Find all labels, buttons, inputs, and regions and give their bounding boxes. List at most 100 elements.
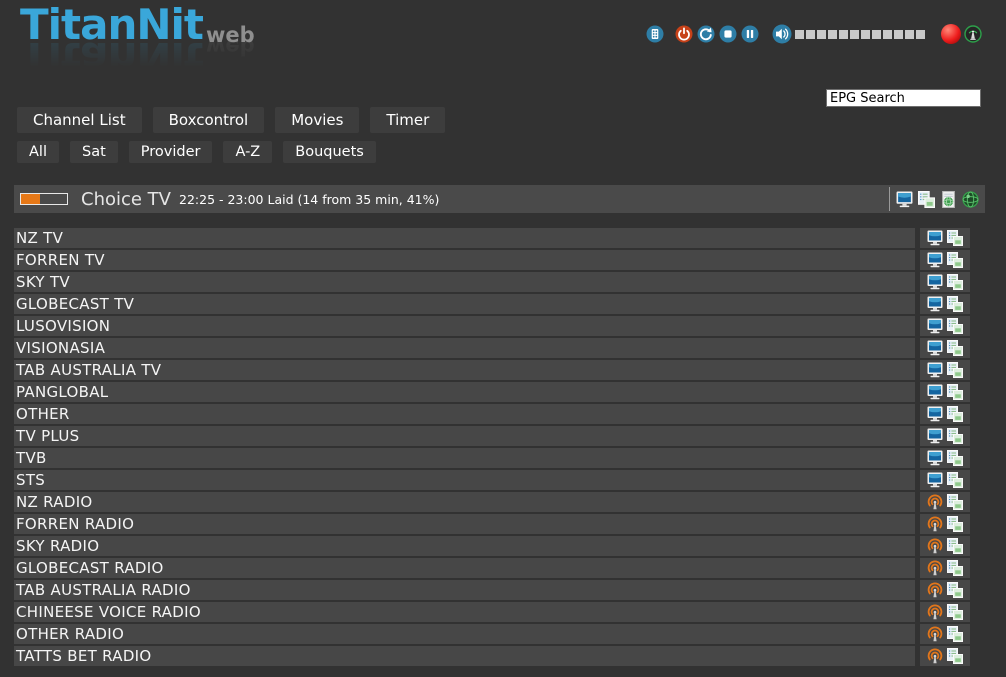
channel-name[interactable]: FORREN TV xyxy=(14,250,915,270)
copy-epg-icon[interactable] xyxy=(947,318,963,334)
channel-row[interactable]: CHINEESE VOICE RADIO xyxy=(14,602,985,622)
radio-broadcast-icon[interactable] xyxy=(927,516,943,532)
copy-epg-icon[interactable] xyxy=(947,230,963,246)
remote-keypad-button[interactable] xyxy=(646,25,664,43)
channel-name[interactable]: VISIONASIA xyxy=(14,338,915,358)
channel-row[interactable]: FORREN RADIO xyxy=(14,514,985,534)
channel-name[interactable]: OTHER RADIO xyxy=(14,624,915,644)
copy-epg-icon[interactable] xyxy=(947,648,963,664)
filter-button[interactable]: Sat xyxy=(69,141,118,163)
copy-epg-icon[interactable] xyxy=(947,494,963,510)
channel-row[interactable]: OTHER RADIO xyxy=(14,624,985,644)
channel-name[interactable]: GLOBECAST RADIO xyxy=(14,558,915,578)
copy-epg-icon[interactable] xyxy=(947,384,963,400)
radio-broadcast-icon[interactable] xyxy=(927,626,943,642)
channel-name[interactable]: SKY TV xyxy=(14,272,915,292)
copy-epg-icon[interactable] xyxy=(947,340,963,356)
channel-row[interactable]: GLOBECAST TV xyxy=(14,294,985,314)
tv-screen-icon[interactable] xyxy=(927,252,943,268)
nav-button[interactable]: Timer xyxy=(370,107,446,133)
tv-screen-icon[interactable] xyxy=(927,450,943,466)
channel-row[interactable]: OTHER xyxy=(14,404,985,424)
volume-bar[interactable] xyxy=(795,29,925,39)
channel-name[interactable]: NZ TV xyxy=(14,228,915,248)
volume-segment[interactable] xyxy=(883,29,892,39)
radio-broadcast-icon[interactable] xyxy=(927,604,943,620)
channel-row[interactable]: LUSOVISION xyxy=(14,316,985,336)
filter-button[interactable]: Bouquets xyxy=(283,141,376,163)
volume-segment[interactable] xyxy=(872,29,881,39)
volume-segment[interactable] xyxy=(828,29,837,39)
volume-segment[interactable] xyxy=(817,29,826,39)
copy-epg-icon[interactable] xyxy=(918,190,935,208)
volume-segment[interactable] xyxy=(839,29,848,39)
channel-name[interactable]: GLOBECAST TV xyxy=(14,294,915,314)
channel-name[interactable]: PANGLOBAL xyxy=(14,382,915,402)
channel-row[interactable]: NZ TV xyxy=(14,228,985,248)
filter-button[interactable]: A-Z xyxy=(223,141,273,163)
channel-name[interactable]: TVB xyxy=(14,448,915,468)
tv-screen-icon[interactable] xyxy=(896,191,913,208)
radio-broadcast-icon[interactable] xyxy=(927,494,943,510)
radio-broadcast-icon[interactable] xyxy=(927,538,943,554)
copy-epg-icon[interactable] xyxy=(947,406,963,422)
channel-name[interactable]: TV PLUS xyxy=(14,426,915,446)
channel-row[interactable]: GLOBECAST RADIO xyxy=(14,558,985,578)
tv-screen-icon[interactable] xyxy=(927,406,943,422)
epg-page-globe-icon[interactable] xyxy=(940,190,957,208)
volume-segment[interactable] xyxy=(916,29,925,39)
volume-segment[interactable] xyxy=(861,29,870,39)
channel-name[interactable]: TATTS BET RADIO xyxy=(14,646,915,666)
channel-row[interactable]: FORREN TV xyxy=(14,250,985,270)
copy-epg-icon[interactable] xyxy=(947,450,963,466)
volume-segment[interactable] xyxy=(905,29,914,39)
copy-epg-icon[interactable] xyxy=(947,362,963,378)
nav-button[interactable]: Boxcontrol xyxy=(152,107,265,133)
copy-epg-icon[interactable] xyxy=(947,582,963,598)
channel-name[interactable]: NZ RADIO xyxy=(14,492,915,512)
epg-search-input[interactable] xyxy=(826,89,981,107)
volume-segment[interactable] xyxy=(894,29,903,39)
volume-segment[interactable] xyxy=(795,29,804,39)
copy-epg-icon[interactable] xyxy=(947,274,963,290)
channel-name[interactable]: STS xyxy=(14,470,915,490)
copy-epg-icon[interactable] xyxy=(947,604,963,620)
speaker-icon[interactable] xyxy=(772,24,792,44)
web-globe-icon[interactable] xyxy=(962,190,979,208)
copy-epg-icon[interactable] xyxy=(947,472,963,488)
copy-epg-icon[interactable] xyxy=(947,296,963,312)
channel-row[interactable]: SKY RADIO xyxy=(14,536,985,556)
tv-screen-icon[interactable] xyxy=(927,340,943,356)
tv-screen-icon[interactable] xyxy=(927,274,943,290)
power-button[interactable] xyxy=(675,25,693,43)
copy-epg-icon[interactable] xyxy=(947,252,963,268)
tv-screen-icon[interactable] xyxy=(927,362,943,378)
tv-screen-icon[interactable] xyxy=(927,318,943,334)
radio-broadcast-icon[interactable] xyxy=(927,560,943,576)
restart-button[interactable] xyxy=(697,25,715,43)
copy-epg-icon[interactable] xyxy=(947,428,963,444)
channel-row[interactable]: TAB AUSTRALIA RADIO xyxy=(14,580,985,600)
channel-row[interactable]: SKY TV xyxy=(14,272,985,292)
channel-name[interactable]: CHINEESE VOICE RADIO xyxy=(14,602,915,622)
tv-screen-icon[interactable] xyxy=(927,428,943,444)
channel-name[interactable]: LUSOVISION xyxy=(14,316,915,336)
tv-screen-icon[interactable] xyxy=(927,230,943,246)
channel-name[interactable]: OTHER xyxy=(14,404,915,424)
channel-name[interactable]: SKY RADIO xyxy=(14,536,915,556)
pause-button[interactable] xyxy=(741,25,759,43)
nav-button[interactable]: Channel List xyxy=(17,107,142,133)
channel-name[interactable]: TAB AUSTRALIA TV xyxy=(14,360,915,380)
channel-name[interactable]: TAB AUSTRALIA RADIO xyxy=(14,580,915,600)
nav-button[interactable]: Movies xyxy=(275,107,360,133)
filter-button[interactable]: Provider xyxy=(128,141,213,163)
channel-row[interactable]: TVB xyxy=(14,448,985,468)
channel-row[interactable]: TV PLUS xyxy=(14,426,985,446)
stream-antenna-icon[interactable] xyxy=(964,25,982,43)
tv-screen-icon[interactable] xyxy=(927,472,943,488)
tv-screen-icon[interactable] xyxy=(927,384,943,400)
radio-broadcast-icon[interactable] xyxy=(927,582,943,598)
volume-segment[interactable] xyxy=(806,29,815,39)
radio-broadcast-icon[interactable] xyxy=(927,648,943,664)
copy-epg-icon[interactable] xyxy=(947,516,963,532)
